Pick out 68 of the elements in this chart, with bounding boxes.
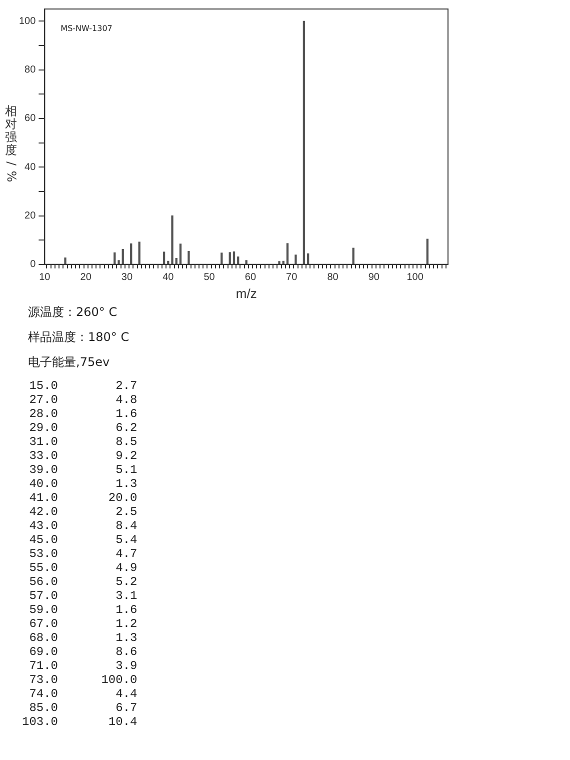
text: 41.0 20.0 <box>28 491 138 505</box>
x-tick-label: 10 <box>39 272 51 284</box>
bar <box>237 256 240 264</box>
text: 31.0 8.5 <box>28 435 138 449</box>
bar <box>228 252 231 264</box>
bar <box>162 252 166 264</box>
text: 样品温度：180° C <box>28 329 130 346</box>
bar <box>352 248 354 264</box>
bar <box>138 242 140 264</box>
bar <box>426 238 429 264</box>
text: 53.0 4.7 <box>28 547 138 561</box>
annotation: MS-NW-1307 <box>60 24 112 34</box>
text: 15.0 2.7 <box>28 379 138 393</box>
text: 69.0 8.6 <box>28 645 138 659</box>
y-tick-label: 0 <box>30 259 36 270</box>
bar <box>122 248 124 264</box>
text: 40.0 1.3 <box>28 477 138 491</box>
x-tick-label: 60 <box>244 272 256 284</box>
x-axis-title: m/z <box>236 286 257 301</box>
text: 28.0 1.6 <box>28 407 138 421</box>
bar <box>64 258 66 264</box>
x-tick-label: 20 <box>80 272 92 284</box>
bar <box>130 243 132 264</box>
bar <box>179 244 182 264</box>
text: 103.0 10.4 <box>22 715 138 729</box>
bar <box>171 215 174 264</box>
y-axis-title: 相对强度/% <box>4 104 18 184</box>
text: 71.0 3.9 <box>28 659 138 673</box>
y-tick-label: 80 <box>24 64 36 76</box>
y-tick-label: 40 <box>24 162 36 173</box>
x-tick-label: 30 <box>121 272 133 284</box>
bar <box>232 251 236 264</box>
text: 电子能量,75ev <box>28 354 111 371</box>
text: 68.0 1.3 <box>28 631 138 645</box>
text: 55.0 4.9 <box>28 561 138 575</box>
bar <box>118 260 120 264</box>
y-tick-label: 100 <box>18 16 36 27</box>
bar <box>245 260 248 264</box>
text: 74.0 4.4 <box>28 687 138 701</box>
bar <box>302 20 306 264</box>
text: 42.0 2.5 <box>28 505 138 519</box>
text: 45.0 5.4 <box>28 533 138 547</box>
text: 39.0 5.1 <box>28 463 138 477</box>
text: 67.0 1.2 <box>28 617 138 631</box>
bar <box>220 252 223 264</box>
text: 33.0 9.2 <box>28 449 138 463</box>
bar <box>278 261 280 264</box>
bar <box>114 252 116 264</box>
text: 73.0 100.0 <box>28 673 138 687</box>
x-tick-label: 100 <box>406 272 424 284</box>
text: 56.0 5.2 <box>28 575 138 589</box>
text: 源温度：260° C <box>28 304 118 321</box>
bar <box>294 254 297 264</box>
x-tick-label: 90 <box>368 272 380 284</box>
text: 43.0 8.4 <box>28 519 138 533</box>
x-tick-label: 40 <box>162 272 174 284</box>
x-tick-label: 80 <box>327 272 339 284</box>
text: 85.0 6.7 <box>28 701 138 715</box>
text: 29.0 6.2 <box>28 421 138 435</box>
text: 27.0 4.8 <box>28 393 138 407</box>
bar <box>188 250 190 264</box>
text: 57.0 3.1 <box>28 589 138 603</box>
y-tick-label: 20 <box>24 210 36 222</box>
text: 59.0 1.6 <box>28 603 138 617</box>
bar <box>286 243 289 264</box>
x-tick-label: 50 <box>204 272 216 284</box>
x-tick-label: 70 <box>286 272 298 284</box>
y-tick-label: 60 <box>24 113 36 124</box>
